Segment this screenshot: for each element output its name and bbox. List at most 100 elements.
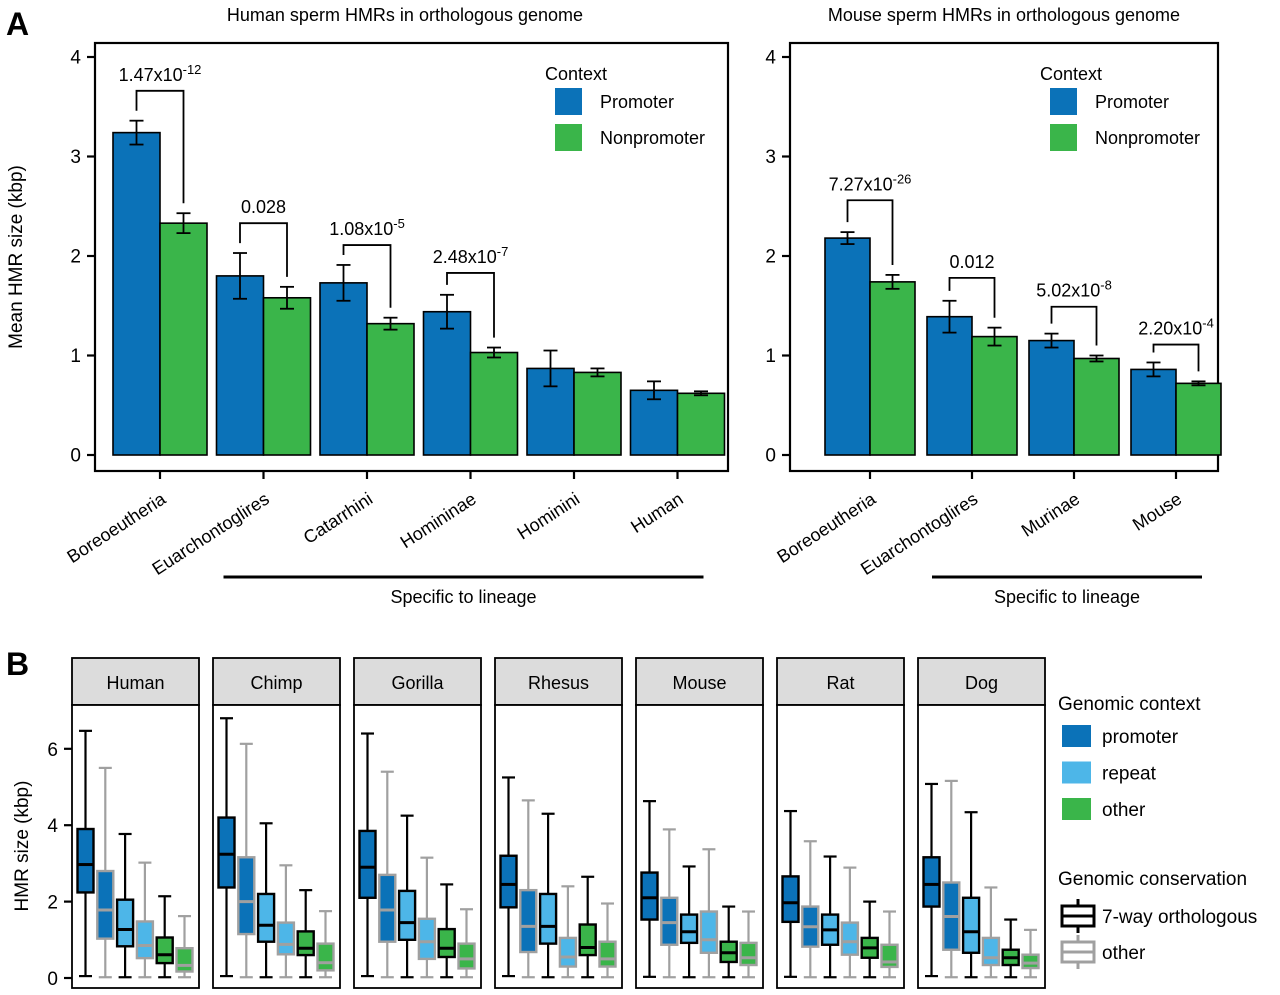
facet-strip — [635, 657, 764, 706]
x-tick-label: Homininae — [397, 489, 480, 553]
bar-promoter — [319, 282, 368, 456]
facet-title: Gorilla — [391, 673, 444, 693]
box-other-other — [739, 941, 758, 967]
box-repeat-other — [417, 917, 437, 961]
facet-plot-border — [776, 704, 905, 989]
significance-bracket — [1050, 305, 1098, 346]
box-promoter-7way — [922, 856, 941, 908]
legend-swatch-promoter — [1062, 725, 1091, 747]
bar-promoter — [629, 389, 679, 456]
box-other-other — [175, 947, 194, 973]
y-tick-label: 2 — [47, 893, 58, 914]
box-repeat-other — [699, 910, 719, 954]
bar-nonpromoter — [1175, 382, 1222, 456]
box-repeat-other — [840, 921, 860, 956]
bar-promoter — [1130, 368, 1177, 456]
box-other-other — [880, 943, 899, 969]
y-tick-label: 4 — [47, 816, 58, 837]
facet-title: Human — [106, 673, 164, 693]
box-repeat-7way — [538, 892, 558, 945]
bar-promoter — [422, 310, 472, 456]
bar-promoter — [824, 237, 871, 456]
box-other-other — [598, 940, 617, 968]
conservation-legend-title: Genomic conservation — [1058, 869, 1247, 890]
facet-title: Mouse — [672, 673, 726, 693]
facet-plot-border — [635, 704, 764, 989]
box-other-7way — [578, 923, 597, 957]
box-repeat-7way — [397, 889, 417, 941]
hmr-size-boxplot-panel: HMR size (kbp) 0 2 4 6 Human Chimp Gorilla Rhesu… — [12, 657, 1257, 990]
y-tick-label: 3 — [70, 147, 81, 168]
significance-bracket — [239, 222, 288, 277]
p-value-label: 2.20x10-4 — [1138, 316, 1214, 339]
chart-title: Mouse sperm HMRs in orthologous genome — [828, 5, 1180, 25]
box-promoter-7way — [76, 827, 95, 894]
bar-nonpromoter — [159, 222, 208, 456]
x-tick-label: Mouse — [1129, 489, 1185, 535]
context-legend-item: repeat — [1102, 764, 1157, 785]
legend-title: Context — [545, 64, 607, 84]
p-value-label: 0.028 — [241, 197, 286, 217]
box-promoter-other — [237, 856, 256, 936]
conservation-legend-item: other — [1102, 943, 1146, 964]
bar-nonpromoter — [869, 281, 916, 456]
y-axis-label: Mean HMR size (kbp) — [6, 165, 27, 349]
box-repeat-other — [558, 936, 578, 968]
box-repeat-other — [276, 921, 296, 956]
bar-nonpromoter — [971, 335, 1018, 456]
significance-bracket — [846, 199, 894, 265]
box-promoter-other — [519, 888, 538, 954]
y-tick-label: 4 — [70, 48, 81, 69]
y-tick-label: 6 — [47, 740, 58, 761]
context-legend-title: Genomic context — [1058, 694, 1201, 715]
legend-item-label: Nonpromoter — [1095, 128, 1200, 148]
x-tick-label: Boreoeutheria — [63, 488, 170, 567]
y-tick-label: 2 — [765, 247, 776, 268]
box-repeat-other — [981, 936, 1001, 967]
legend-item-label: Promoter — [600, 92, 674, 112]
significance-bracket — [135, 89, 185, 204]
bar-nonpromoter — [1073, 357, 1120, 456]
facet-strip — [494, 657, 623, 706]
x-tick-label: Hominini — [514, 489, 584, 544]
bar-nonpromoter — [676, 392, 726, 456]
box-repeat-7way — [256, 892, 276, 943]
box-promoter-7way — [640, 871, 659, 921]
human-sperm-bar-chart: Human sperm HMRs in orthologous genome Me… — [6, 5, 730, 607]
p-value-label: 0.012 — [949, 252, 994, 272]
y-tick-label: 3 — [765, 147, 776, 168]
box-promoter-7way — [499, 854, 518, 909]
p-value-label: 1.08x10-5 — [329, 216, 405, 239]
box-other-7way — [437, 927, 456, 959]
legend-title: Context — [1040, 64, 1102, 84]
legend-swatch-other — [1062, 798, 1091, 820]
legend-swatch-nonpromoter — [1050, 124, 1077, 151]
bar-promoter — [926, 315, 973, 456]
bar-promoter — [215, 275, 265, 456]
significance-bracket — [1152, 343, 1200, 372]
box-promoter-7way — [217, 816, 236, 889]
box-repeat-7way — [679, 913, 699, 945]
context-legend-item: other — [1102, 800, 1146, 821]
box-other-other — [457, 942, 476, 970]
bar-nonpromoter — [469, 351, 519, 456]
y-tick-label: 1 — [70, 346, 81, 367]
facet-title: Rhesus — [528, 673, 589, 693]
box-other-7way — [296, 930, 315, 957]
y-tick-label: 2 — [70, 247, 81, 268]
y-tick-label: 0 — [47, 969, 58, 990]
bar-nonpromoter — [366, 322, 415, 456]
box-promoter-7way — [781, 875, 800, 924]
box-other-other — [316, 942, 335, 972]
bar-nonpromoter — [262, 296, 312, 456]
x-tick-label: Euarchontoglires — [148, 489, 272, 579]
significance-bracket — [342, 244, 392, 308]
box-other-7way — [155, 936, 174, 965]
panel-b-label: B — [6, 646, 30, 682]
panel-a-label: A — [6, 6, 30, 42]
x-tick-label: Boreoeutheria — [773, 488, 880, 567]
p-value-label: 5.02x10-8 — [1036, 278, 1112, 301]
box-promoter-other — [96, 869, 115, 940]
facet-title: Dog — [965, 673, 998, 693]
